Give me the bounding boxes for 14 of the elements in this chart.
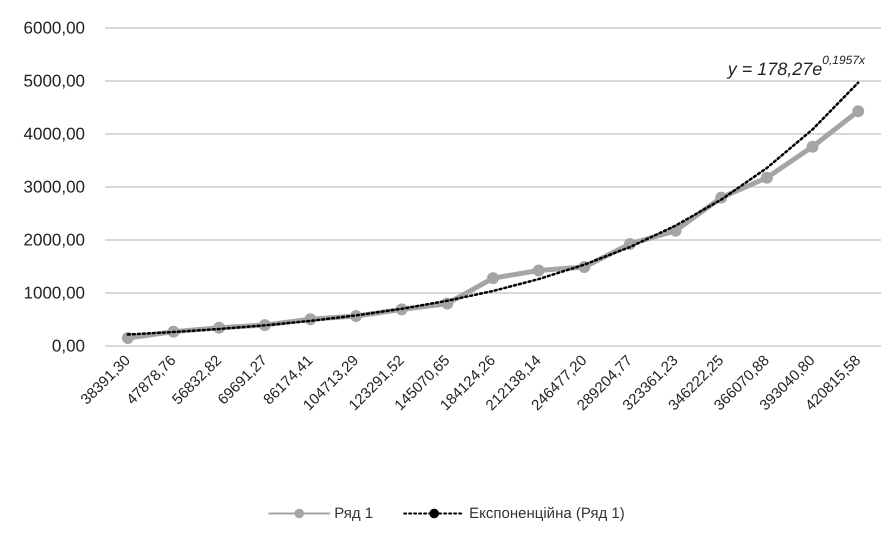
point [487,272,499,284]
point [852,105,864,118]
y-tick-label: 6000,00 [24,18,85,38]
point [806,140,819,153]
y-tick-label: 5000,00 [24,72,85,90]
legend-label: Експоненційна (Ряд 1) [469,505,625,522]
legend-label: Ряд 1 [334,505,374,522]
point [532,264,545,276]
y-tick-label: 1000,00 [24,284,85,302]
y-tick-label: 2000,00 [24,230,85,250]
point [760,172,773,184]
y-tick-label: 0,00 [52,336,85,356]
y-tick-label: 3000,00 [24,178,85,196]
y-tick-label: 4000,00 [24,124,85,144]
